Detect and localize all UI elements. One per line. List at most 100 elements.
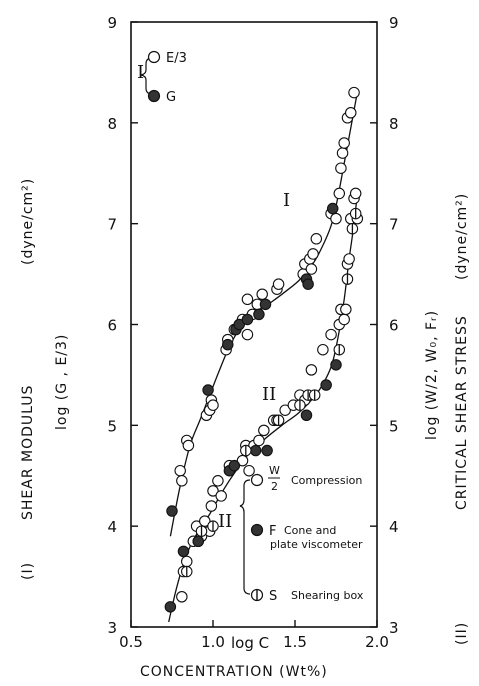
point-F bbox=[249, 444, 262, 457]
legend-II-filled-label2: plate viscometer bbox=[270, 538, 363, 551]
point-W-2 bbox=[258, 424, 270, 437]
curve-label-I: I bbox=[283, 190, 290, 211]
x-axis-title: CONCENTRATION (Wt%) bbox=[140, 664, 328, 680]
point-S bbox=[333, 343, 346, 356]
point-E-3 bbox=[241, 293, 254, 306]
point-E-3 bbox=[338, 137, 350, 149]
legend-II-half-symbol: S bbox=[269, 589, 277, 604]
y-left-title-prefix: (I) bbox=[20, 562, 36, 580]
y-right-title-prefix: (II) bbox=[454, 622, 470, 645]
point-G bbox=[326, 202, 339, 215]
legend-I-brace bbox=[140, 57, 153, 95]
point-W-2 bbox=[338, 313, 350, 326]
point-F bbox=[164, 601, 177, 613]
axis-tick-labels: 3 3 4 4 5 5 6 6 7 7 8 8 9 9 0.5 1.0 1.5 2.0 bbox=[107, 14, 398, 651]
point-S bbox=[272, 414, 285, 427]
y-left-tick-label: 6 bbox=[107, 317, 117, 335]
point-W-2 bbox=[325, 328, 337, 341]
legend-II-filled-marker bbox=[250, 523, 264, 537]
legend-II-half-marker bbox=[250, 588, 264, 602]
point-W-2 bbox=[317, 343, 329, 356]
y-left-tick-label: 9 bbox=[107, 14, 117, 32]
point-W-2 bbox=[349, 187, 362, 200]
point-F bbox=[300, 409, 313, 421]
point-W-2 bbox=[215, 490, 227, 502]
legend-I-open-label: E/3 bbox=[166, 51, 187, 66]
point-W-2 bbox=[236, 454, 249, 467]
point-F bbox=[320, 379, 332, 391]
y-right-log-label: log (W/2, W₀, Fᵣ) bbox=[424, 310, 440, 440]
point-S bbox=[346, 222, 359, 235]
point-S bbox=[349, 207, 362, 220]
point-F bbox=[261, 444, 273, 457]
legend-II: II W 2 Compression F Cone and plate visc… bbox=[218, 464, 364, 604]
point-E-3 bbox=[333, 187, 346, 200]
y-left-tick-label: 8 bbox=[107, 115, 117, 133]
x-tick-label: 0.5 bbox=[119, 633, 143, 651]
point-W-2 bbox=[340, 303, 352, 316]
point-G bbox=[202, 384, 214, 396]
point-E-3 bbox=[305, 263, 318, 275]
point-E-3 bbox=[256, 288, 268, 300]
y-left-tick-label: 5 bbox=[107, 417, 117, 435]
legend-II-fraction-num: W bbox=[269, 464, 280, 477]
point-G bbox=[233, 318, 245, 331]
legend-II-fraction-den: 2 bbox=[271, 480, 278, 493]
point-S bbox=[240, 444, 252, 457]
curve-II bbox=[168, 193, 358, 623]
point-S bbox=[195, 525, 208, 537]
legend-I: I E/3 G bbox=[137, 50, 187, 105]
x-tick-label: 1.0 bbox=[201, 633, 225, 651]
legend-II-open-label: Compression bbox=[291, 474, 362, 487]
legend-II-filled-symbol: F bbox=[269, 524, 276, 539]
y-left-tick-label: 7 bbox=[107, 216, 117, 234]
point-E-3 bbox=[335, 162, 347, 174]
point-W-2 bbox=[199, 515, 211, 527]
point-S bbox=[341, 273, 354, 285]
y-right-tick-label: 6 bbox=[389, 317, 399, 335]
point-W-2 bbox=[212, 475, 224, 487]
y-right-title: CRITICAL SHEAR STRESS bbox=[454, 315, 470, 510]
point-E-3 bbox=[174, 464, 186, 477]
y-right-tick-label: 5 bbox=[389, 417, 399, 435]
point-E-3 bbox=[241, 328, 254, 341]
y-right-tick-label: 8 bbox=[389, 115, 399, 133]
legend-I-filled-marker bbox=[147, 89, 161, 103]
y-left-tick-label: 3 bbox=[107, 619, 117, 637]
point-G bbox=[253, 308, 265, 321]
point-E-3 bbox=[272, 278, 285, 290]
y-left-tick-label: 4 bbox=[107, 518, 117, 536]
y-left-log-label: log (G , E/3) bbox=[54, 334, 70, 430]
point-S bbox=[308, 389, 321, 401]
curve-label-II: II bbox=[262, 384, 276, 405]
legend-I-group-label: I bbox=[137, 62, 144, 83]
point-W-2 bbox=[343, 253, 355, 265]
point-W-2 bbox=[253, 434, 265, 447]
y-right-tick-label: 3 bbox=[389, 619, 399, 637]
point-S bbox=[181, 565, 193, 578]
y-left-title-unit: (dyne/cm²) bbox=[20, 178, 36, 265]
point-G bbox=[166, 505, 178, 517]
point-W-2 bbox=[243, 464, 255, 477]
y-right-tick-label: 4 bbox=[389, 518, 399, 536]
x-tick-label: 2.0 bbox=[365, 633, 389, 651]
point-E-3 bbox=[207, 399, 219, 411]
point-W-2 bbox=[305, 364, 318, 376]
point-E-3 bbox=[176, 475, 188, 487]
y-left-title: SHEAR MODULUS bbox=[20, 385, 36, 520]
point-E-3 bbox=[336, 147, 349, 159]
point-E-3 bbox=[345, 107, 357, 119]
point-W-2 bbox=[205, 500, 218, 512]
data-points bbox=[164, 86, 364, 613]
legend-II-filled-label: Cone and bbox=[284, 524, 336, 537]
point-F bbox=[177, 545, 190, 558]
point-G bbox=[222, 338, 234, 351]
point-W-2 bbox=[176, 590, 188, 603]
point-G bbox=[302, 278, 314, 290]
point-E-3 bbox=[182, 439, 195, 452]
legend-II-half-label: Shearing box bbox=[291, 589, 364, 602]
point-W-2 bbox=[207, 485, 219, 497]
point-E-3 bbox=[307, 248, 319, 260]
legend-I-filled-label: G bbox=[166, 90, 176, 105]
